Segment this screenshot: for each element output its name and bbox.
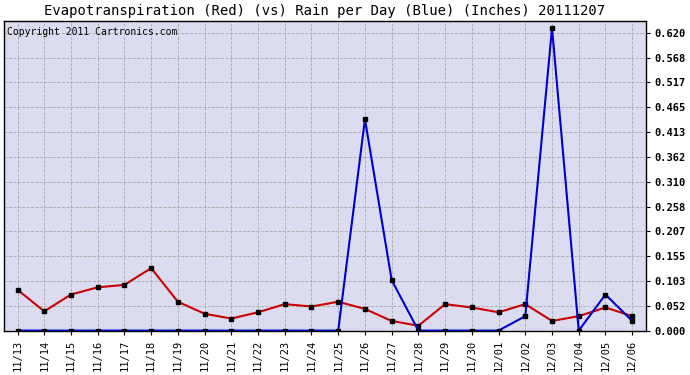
Text: Copyright 2011 Cartronics.com: Copyright 2011 Cartronics.com [8, 27, 178, 37]
Title: Evapotranspiration (Red) (vs) Rain per Day (Blue) (Inches) 20111207: Evapotranspiration (Red) (vs) Rain per D… [44, 4, 605, 18]
